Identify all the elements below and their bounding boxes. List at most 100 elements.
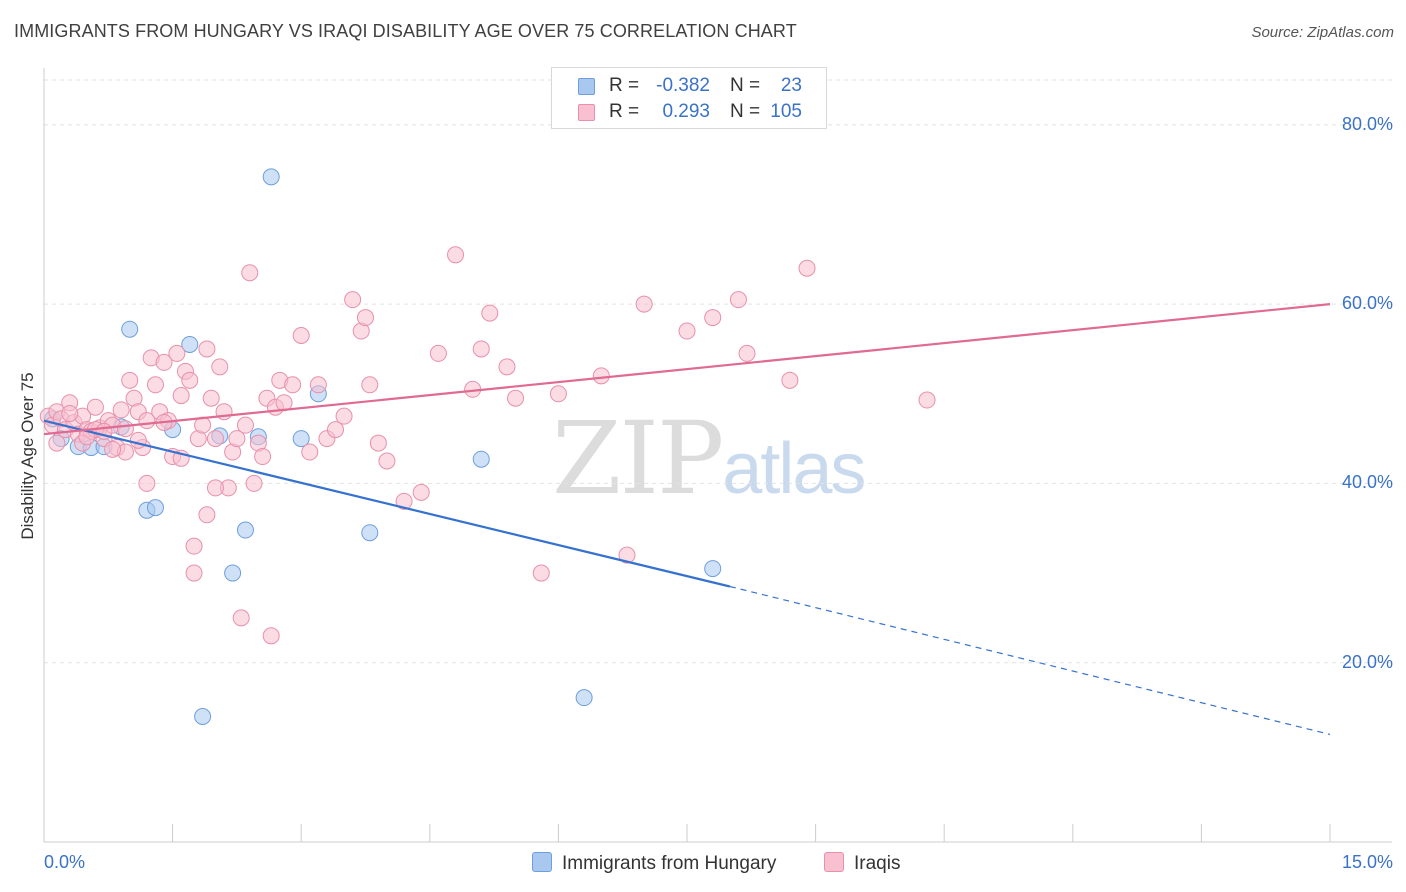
data-point-iraqis (198, 340, 216, 358)
data-point-iraqis (361, 376, 379, 394)
data-point-iraqis (206, 479, 224, 497)
data-point-iraqis (918, 391, 936, 409)
data-point-iraqis (61, 404, 79, 422)
data-point-iraqis (369, 434, 387, 452)
legend-swatch-iraqis (824, 852, 844, 872)
data-point-iraqis (781, 371, 799, 389)
data-point-hungary (224, 564, 242, 582)
legend-label-hungary: Immigrants from Hungary (562, 853, 777, 874)
legend-swatch-iraqis (578, 104, 595, 121)
data-point-iraqis (335, 407, 353, 425)
data-point-iraqis (138, 412, 156, 430)
legend-swatch-hungary (532, 852, 552, 872)
data-point-iraqis (245, 474, 263, 492)
data-point-hungary (472, 450, 490, 468)
y-tick-label: 40.0% (1341, 472, 1393, 493)
data-point-iraqis (262, 627, 280, 645)
data-point-iraqis (202, 389, 220, 407)
data-point-iraqis (104, 440, 122, 458)
data-point-iraqis (507, 389, 525, 407)
data-point-hungary (236, 521, 254, 539)
data-point-iraqis (447, 246, 465, 264)
stats-legend: R = -0.382 N = 23 R = 0.293 N = 105 (551, 67, 827, 129)
data-point-iraqis (206, 430, 224, 448)
legend-n-value: 23 (780, 75, 802, 96)
data-point-iraqis (618, 546, 636, 564)
y-tick-label: 60.0% (1341, 293, 1393, 314)
data-point-iraqis (309, 376, 327, 394)
data-point-iraqis (129, 431, 147, 449)
data-point-iraqis (412, 483, 430, 501)
data-point-iraqis (172, 387, 190, 405)
legend-r-label: R = (609, 75, 640, 96)
data-point-hungary (361, 524, 379, 542)
legend-r-label: R = (609, 101, 640, 122)
y-tick-label: 20.0% (1341, 651, 1393, 672)
data-point-iraqis (228, 430, 246, 448)
data-point-iraqis (138, 474, 156, 492)
legend-item-hungary: Immigrants from Hungary (532, 852, 776, 875)
data-point-iraqis (498, 358, 516, 376)
data-point-iraqis (472, 340, 490, 358)
data-point-iraqis (181, 371, 199, 389)
data-point-iraqis (481, 304, 499, 322)
data-point-iraqis (236, 416, 254, 434)
series-legend: Immigrants from Hungary Iraqis (0, 852, 1406, 878)
watermark-atlas: atlas (722, 429, 866, 509)
data-point-iraqis (395, 492, 413, 510)
data-point-iraqis (357, 309, 374, 327)
legend-row-hungary: R = -0.382 N = 23 (552, 75, 826, 101)
data-point-iraqis (198, 506, 216, 524)
data-point-iraqis (146, 376, 164, 394)
legend-swatch-hungary (578, 78, 595, 95)
legend-n-label: N = (730, 101, 761, 122)
data-point-iraqis (798, 259, 816, 277)
watermark-zip: ZIP (552, 400, 724, 517)
trend-line-hungary (43, 419, 731, 588)
x-tick-label-max: 15.0% (1341, 852, 1393, 872)
data-point-iraqis (155, 353, 173, 371)
data-point-iraqis (292, 326, 310, 344)
legend-item-iraqis: Iraqis (824, 852, 900, 875)
trend-line-hungary-extension (729, 585, 1331, 736)
chart-title: IMMIGRANTS FROM HUNGARY VS IRAQI DISABIL… (14, 21, 797, 41)
data-point-iraqis (112, 401, 130, 419)
legend-r-value: -0.382 (656, 75, 710, 96)
trend-line-iraqis (43, 303, 1331, 436)
data-point-iraqis (121, 371, 139, 389)
data-point-iraqis (48, 434, 66, 452)
data-point-iraqis (116, 420, 134, 438)
data-point-hungary (292, 430, 310, 448)
data-point-iraqis (592, 367, 610, 385)
data-point-iraqis (549, 385, 567, 403)
legend-n-label: N = (730, 75, 761, 96)
x-tick-label-min: 0.0% (44, 852, 86, 872)
data-point-iraqis (738, 344, 756, 362)
data-point-iraqis (284, 376, 302, 394)
data-point-hungary (575, 689, 593, 707)
data-point-hungary (704, 560, 722, 578)
data-point-iraqis (185, 537, 203, 555)
data-point-iraqis (254, 448, 272, 466)
data-point-iraqis (678, 322, 696, 340)
legend-r-value: 0.293 (662, 101, 710, 122)
data-point-hungary (181, 335, 199, 353)
data-point-iraqis (168, 344, 186, 362)
data-point-iraqis (211, 358, 229, 376)
data-point-iraqis (729, 291, 747, 309)
data-point-iraqis (241, 264, 259, 282)
data-point-iraqis (532, 564, 550, 582)
data-point-hungary (146, 499, 164, 517)
data-point-iraqis (429, 344, 447, 362)
source-credit: Source: ZipAtlas.com (1251, 24, 1394, 41)
data-point-iraqis (326, 421, 344, 439)
data-point-hungary (262, 168, 280, 186)
data-point-iraqis (301, 443, 319, 461)
legend-label-iraqis: Iraqis (854, 853, 901, 874)
y-axis-label: Disability Age Over 75 (18, 372, 37, 540)
data-point-iraqis (704, 309, 722, 327)
data-point-iraqis (232, 609, 250, 627)
legend-n-value: 105 (770, 101, 802, 122)
watermark: ZIPatlas (552, 400, 866, 517)
